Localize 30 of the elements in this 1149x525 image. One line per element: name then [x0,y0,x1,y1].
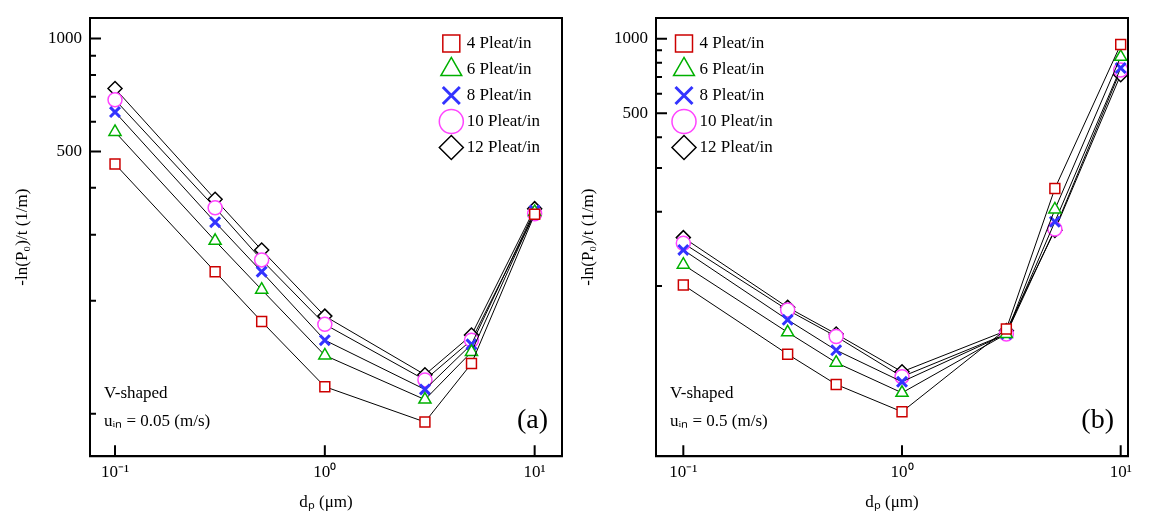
y-tick-label: 500 [622,102,648,122]
legend-label: 8 Pleat/in [699,84,765,104]
x-tick-label: 10⁰ [313,461,337,481]
annotation: (a) [516,403,548,435]
legend-label: 4 Pleat/in [466,32,532,52]
annotation: uᵢₙ = 0.5 (m/s) [670,411,768,431]
legend-label: 10 Pleat/in [699,110,774,130]
legend-label: 4 Pleat/in [699,32,765,52]
annotation: (b) [1081,403,1114,435]
annotation: uᵢₙ = 0.05 (m/s) [104,411,211,431]
legend-label: 12 Pleat/in [466,136,541,156]
legend-label: 10 Pleat/in [466,110,541,130]
y-axis-title: -ln(P₀)/t (1/m) [11,188,31,286]
annotation: V-shaped [670,383,735,403]
x-axis-title: dₚ (μm) [299,492,353,513]
legend-label: 8 Pleat/in [466,84,532,104]
y-tick-label: 1000 [614,28,648,48]
x-axis-title: dₚ (μm) [865,492,919,513]
x-tick-label: 10⁰ [890,461,914,481]
y-tick-label: 1000 [48,28,82,48]
x-tick-label: 10¹ [523,461,546,481]
y-tick-label: 500 [56,140,82,160]
x-tick-label: 10⁻¹ [100,461,130,481]
x-tick-label: 10¹ [1109,461,1132,481]
legend-label: 6 Pleat/in [466,58,532,78]
x-tick-label: 10⁻¹ [669,461,698,481]
legend-label: 12 Pleat/in [699,136,774,156]
y-axis-title: -ln(P₀)/t (1/m) [577,188,597,286]
legend-label: 6 Pleat/in [699,58,765,78]
annotation: V-shaped [104,383,169,403]
